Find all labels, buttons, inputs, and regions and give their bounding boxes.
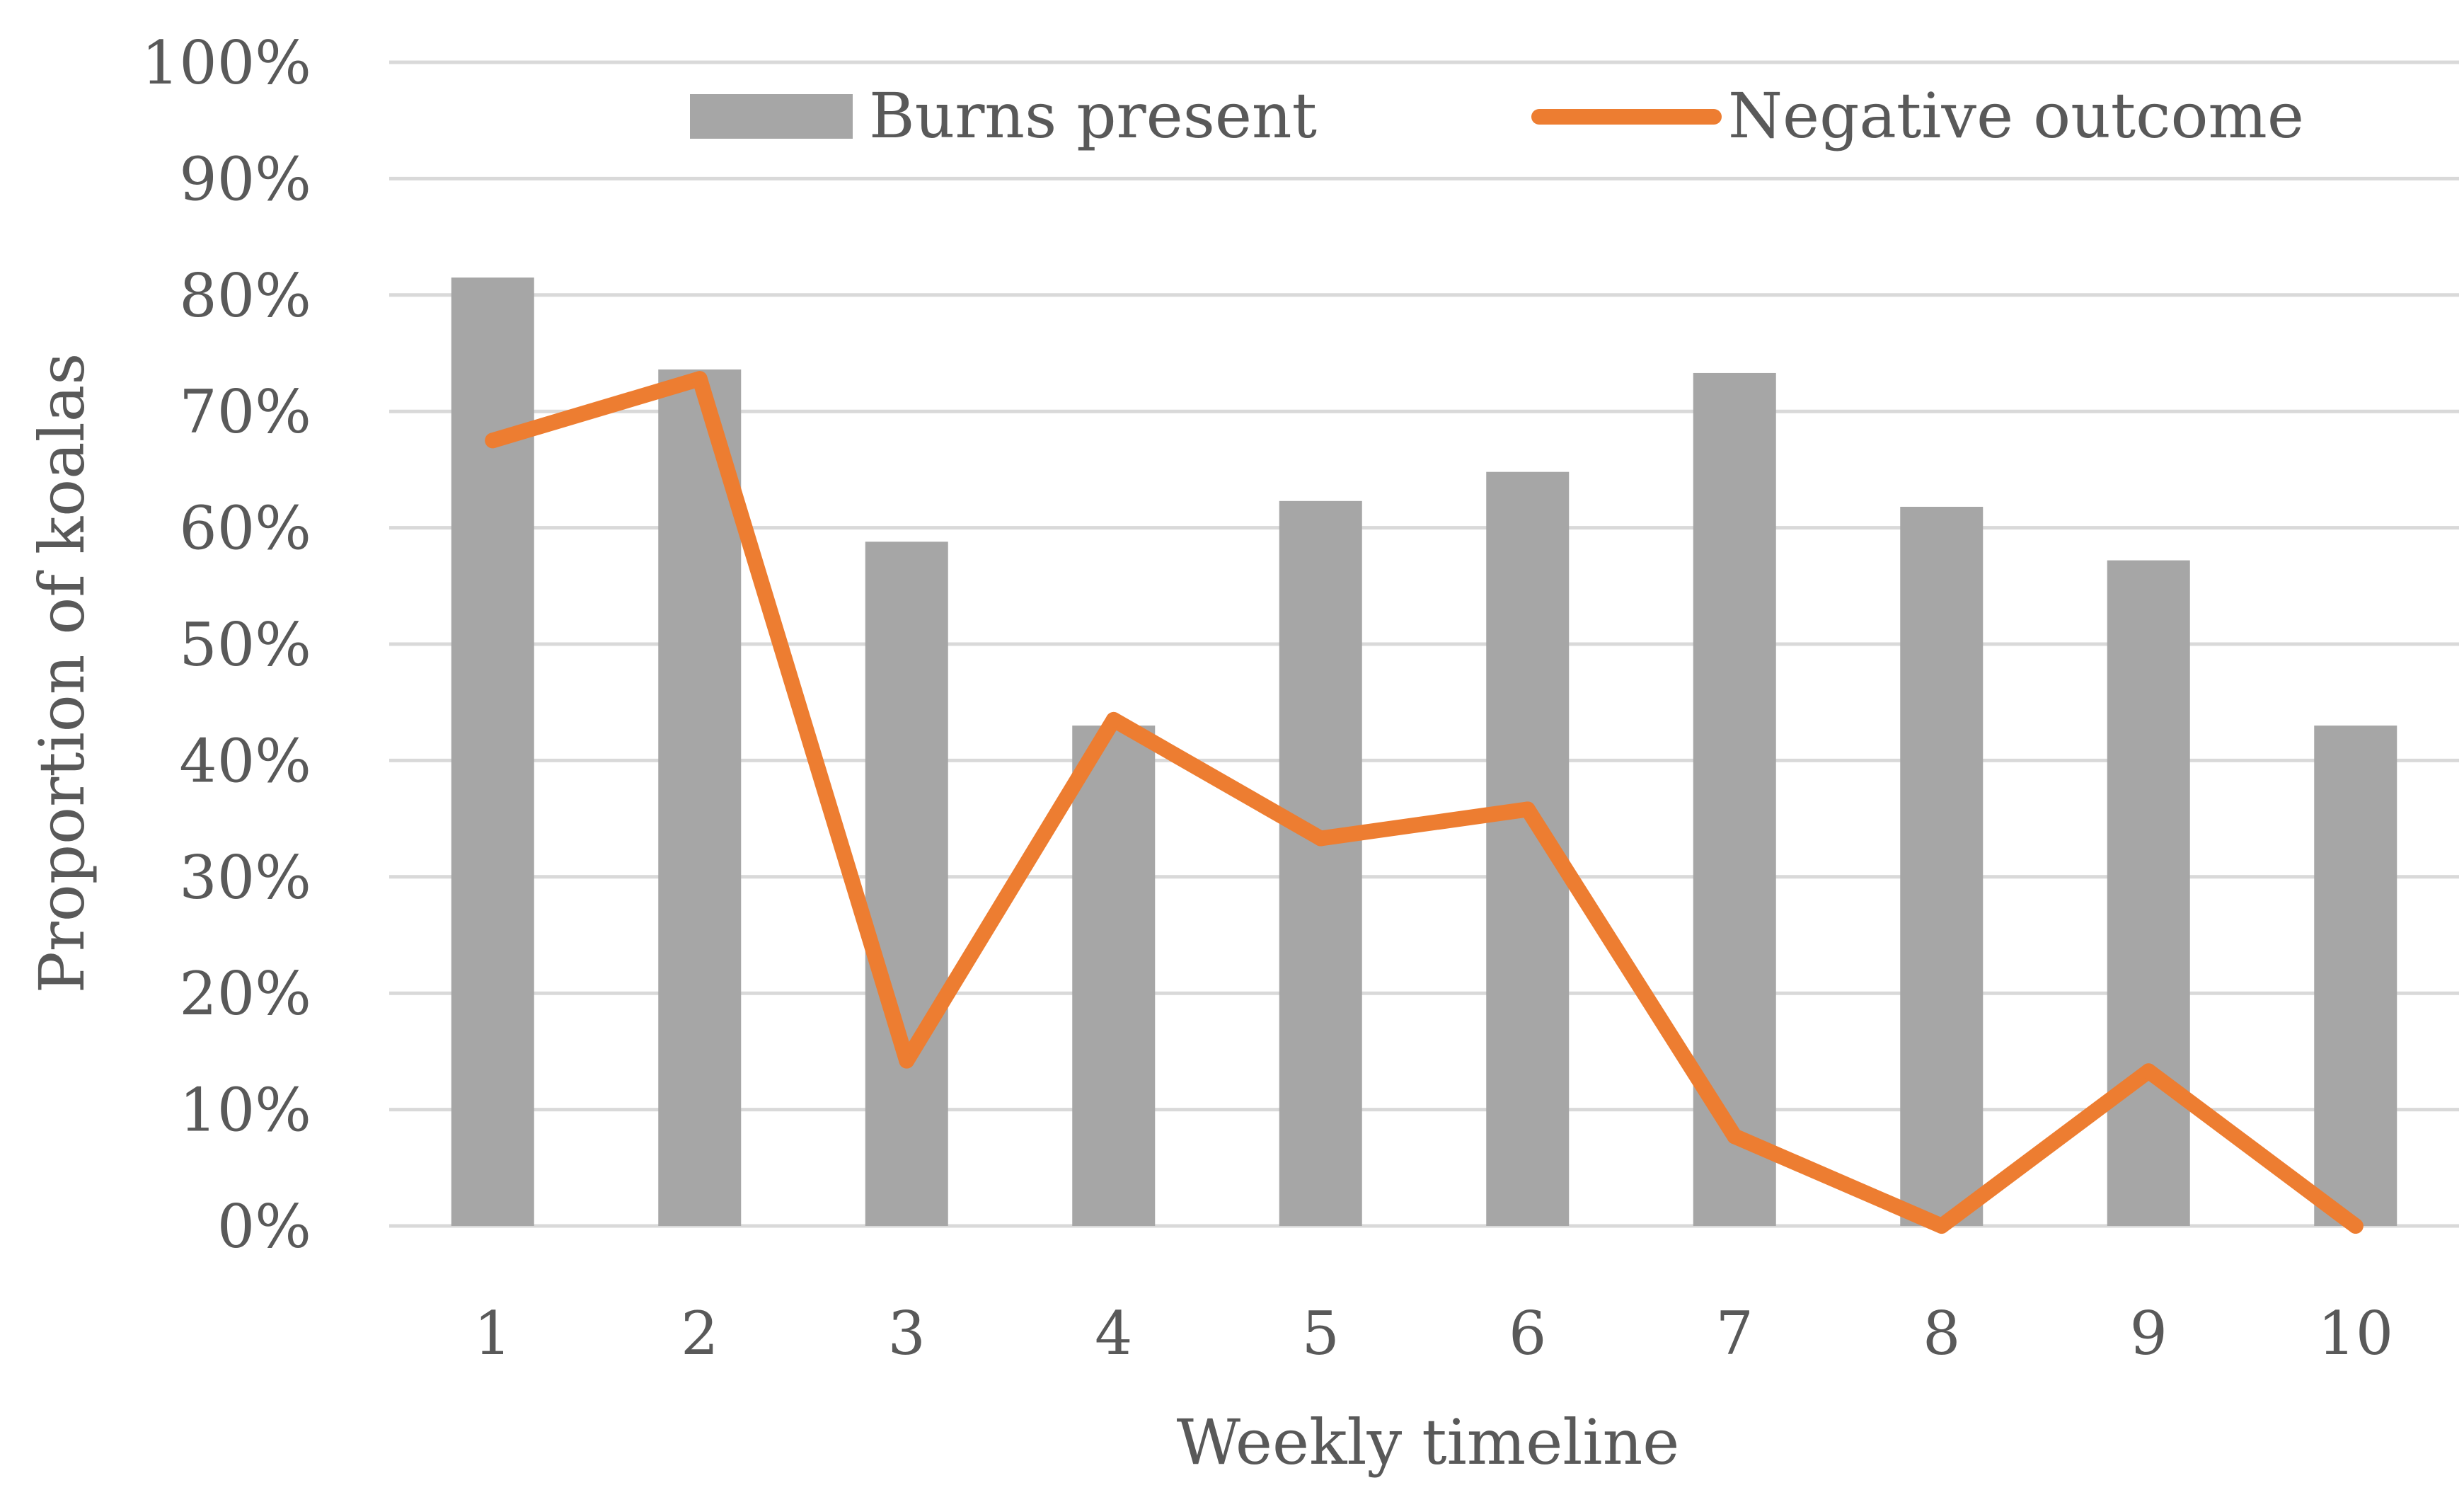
bar-week-4	[1072, 726, 1156, 1226]
x-tick-label: 9	[2130, 1299, 2167, 1368]
line-point-week-1	[485, 432, 501, 449]
bar-week-10	[2314, 726, 2397, 1226]
line-series-negative-outcome	[485, 371, 2364, 1234]
line-point-week-10	[2347, 1218, 2364, 1234]
bar-week-5	[1279, 500, 1362, 1226]
x-tick-label: 7	[1716, 1299, 1754, 1368]
bar-week-9	[2107, 560, 2190, 1226]
x-tick-label: 3	[888, 1299, 926, 1368]
x-tick-label: 2	[681, 1299, 718, 1368]
line-point-week-5	[1313, 830, 1329, 847]
y-tick-label: 10%	[179, 1076, 311, 1145]
negative-outcome-line	[485, 371, 2364, 1234]
line-point-week-9	[2141, 1063, 2157, 1079]
line-point-week-8	[1933, 1218, 1950, 1234]
x-tick-label: 4	[1095, 1299, 1132, 1368]
x-tick-label: 1	[474, 1299, 512, 1368]
x-axis-title: Weekly timeline	[1177, 1406, 1680, 1479]
line-point-week-3	[899, 1053, 915, 1069]
line-point-week-7	[1727, 1128, 1743, 1145]
y-axis-ticks: 0% 10% 20% 30% 40% 50% 60% 70% 80% 90% 100%	[142, 28, 311, 1261]
y-tick-label: 0%	[217, 1192, 311, 1261]
y-tick-label: 50%	[179, 610, 311, 680]
x-tick-label: 5	[1302, 1299, 1340, 1368]
legend-label-negative-outcome: Negative outcome	[1728, 79, 2304, 152]
x-tick-label: 8	[1923, 1299, 1960, 1368]
y-tick-label: 20%	[179, 959, 311, 1028]
y-tick-label: 40%	[179, 726, 311, 796]
y-tick-label: 70%	[179, 377, 311, 447]
x-axis-ticks: 1 2 3 4 5 6 7 8 9 10	[474, 1299, 2394, 1368]
line-point-week-2	[691, 371, 708, 387]
legend: Burns present Negative outcome	[690, 79, 2304, 152]
x-tick-label: 6	[1509, 1299, 1546, 1368]
line-point-week-4	[1105, 711, 1122, 728]
y-tick-label: 90%	[179, 144, 311, 214]
legend-swatch-burns-present	[690, 94, 853, 139]
x-tick-label: 10	[2318, 1299, 2393, 1368]
bar-series-burns-present	[451, 277, 2397, 1226]
legend-label-burns-present: Burns present	[869, 79, 1317, 152]
bar-week-8	[1900, 507, 1984, 1226]
y-tick-label: 60%	[179, 494, 311, 563]
y-tick-label: 100%	[142, 28, 311, 98]
line-point-week-6	[1519, 801, 1536, 818]
y-tick-label: 30%	[179, 843, 311, 912]
bar-week-1	[451, 277, 534, 1226]
y-axis-title: Proportion of koalas	[25, 353, 98, 994]
y-tick-label: 80%	[179, 261, 311, 331]
bar-week-3	[865, 541, 948, 1226]
bar-week-2	[658, 369, 742, 1226]
